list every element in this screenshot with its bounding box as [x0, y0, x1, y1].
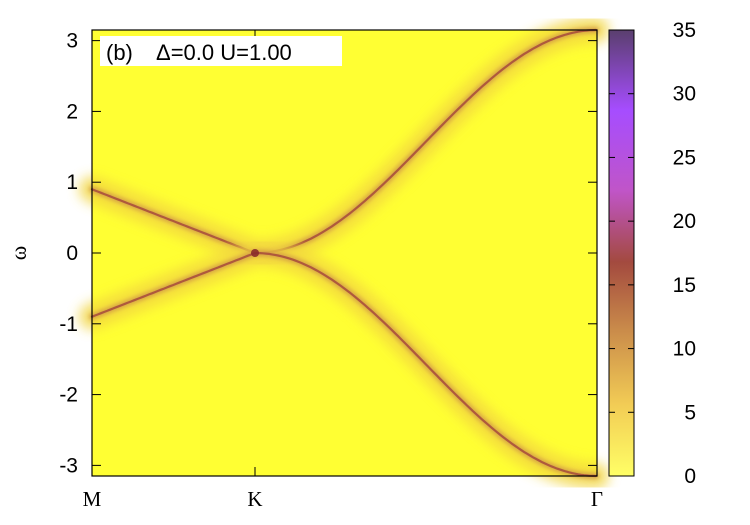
- x-tick-label: K: [247, 487, 262, 511]
- y-tick-label: 0: [66, 242, 78, 265]
- y-tick-label: -1: [59, 313, 78, 336]
- y-ticks: 3 2 1 0 -1 -2 -3: [59, 30, 597, 477]
- colorbar-tick-label: 0: [684, 465, 696, 488]
- x-tick-label: M: [83, 487, 102, 511]
- colorbar-tick-label: 25: [673, 146, 696, 169]
- colorbar-tick-label: 15: [673, 274, 696, 297]
- colorbar-tick-label: 5: [684, 401, 696, 424]
- colorbar: [608, 29, 635, 477]
- plot-frame: [91, 29, 598, 477]
- colorbar-ticks: 35 30 25 20 15 10 5 0: [609, 19, 696, 488]
- colorbar-tick-label: 20: [673, 210, 696, 233]
- colorbar-tick-label: 35: [673, 19, 696, 42]
- y-tick-label: 1: [66, 171, 78, 194]
- panel-label: (b): [106, 40, 133, 65]
- plot-area: [92, 30, 597, 476]
- colorbar-tick-label: 10: [673, 338, 696, 361]
- band-upper-core: [90, 28, 598, 255]
- dirac-point: [251, 249, 259, 257]
- band-lower-core: [90, 251, 598, 478]
- colorbar-tick-label: 30: [673, 83, 696, 106]
- y-tick-label: -2: [59, 384, 78, 407]
- annotation-box: [100, 36, 342, 66]
- y-tick-label: 3: [66, 30, 78, 53]
- y-tick-label: 2: [66, 100, 78, 123]
- parameter-annotation: Δ=0.0 U=1.00: [156, 40, 292, 65]
- y-tick-label: -3: [59, 454, 78, 477]
- x-tick-label: Γ: [591, 487, 603, 511]
- band-layer: [79, 17, 609, 489]
- y-axis-label: ω: [6, 246, 31, 260]
